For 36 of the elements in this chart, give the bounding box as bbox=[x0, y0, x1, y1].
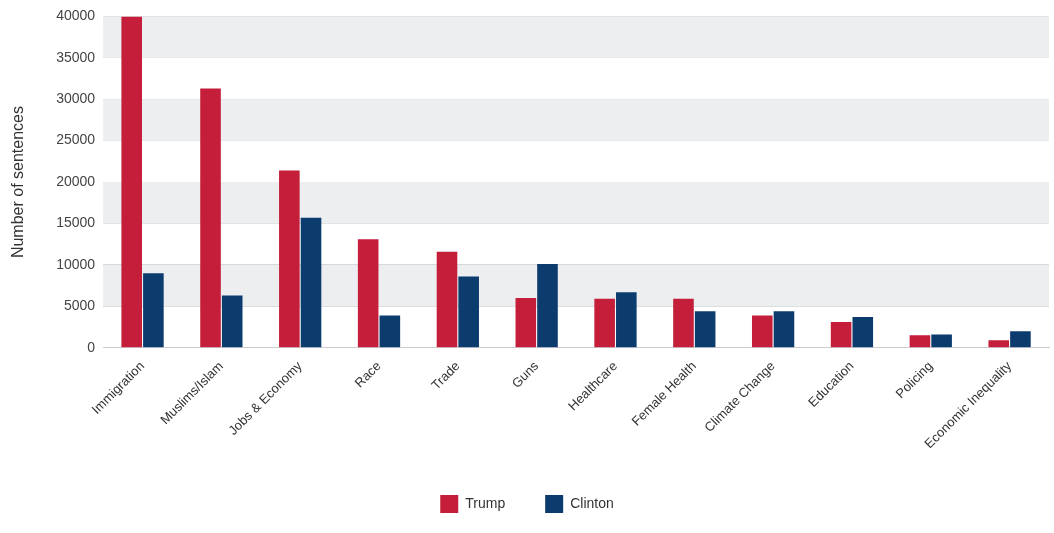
bar bbox=[515, 298, 537, 348]
bar bbox=[436, 251, 458, 348]
bar bbox=[909, 335, 931, 348]
bar bbox=[379, 315, 401, 348]
legend-label: Clinton bbox=[570, 494, 614, 511]
bar bbox=[673, 298, 694, 348]
bar bbox=[751, 315, 773, 348]
bar bbox=[458, 276, 479, 348]
y-tick-label: 35000 bbox=[56, 48, 96, 65]
bar bbox=[830, 322, 852, 348]
y-tick-label: 40000 bbox=[56, 7, 96, 24]
bar bbox=[616, 292, 637, 348]
bar bbox=[988, 340, 1010, 348]
y-tick-label: 0 bbox=[87, 338, 96, 355]
bar bbox=[852, 317, 874, 348]
bar bbox=[1010, 331, 1031, 348]
bar bbox=[300, 217, 322, 348]
bar bbox=[357, 239, 379, 348]
y-tick-label: 5000 bbox=[63, 297, 96, 314]
bar bbox=[931, 334, 952, 348]
bar bbox=[143, 273, 164, 348]
y-tick-label: 20000 bbox=[56, 172, 96, 189]
bar bbox=[121, 16, 142, 348]
y-tick-label: 10000 bbox=[56, 255, 96, 272]
bar bbox=[694, 311, 716, 348]
y-tick-label: 15000 bbox=[56, 214, 96, 231]
bar bbox=[773, 311, 795, 348]
bar bbox=[537, 264, 558, 348]
bar bbox=[200, 88, 221, 348]
y-tick-label: 30000 bbox=[56, 90, 96, 107]
y-tick-label: 25000 bbox=[56, 131, 96, 148]
bar bbox=[594, 298, 615, 348]
legend-label: Trump bbox=[465, 494, 506, 511]
bar bbox=[279, 170, 300, 348]
bar bbox=[221, 295, 243, 348]
y-axis-title: Number of sentences bbox=[9, 106, 27, 259]
